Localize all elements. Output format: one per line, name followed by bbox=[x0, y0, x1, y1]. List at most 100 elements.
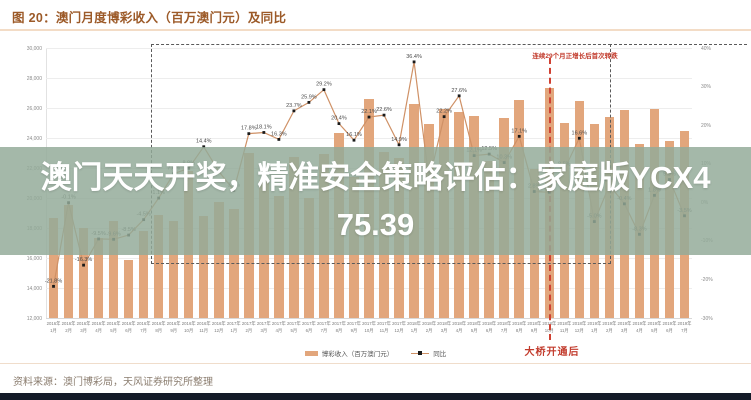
x-tick-year: 2017年 bbox=[226, 321, 241, 326]
line-marker-swatch-icon bbox=[411, 351, 430, 356]
left-tick-label: 24,000 bbox=[26, 135, 42, 142]
x-tick-year: 2016年 bbox=[136, 321, 151, 326]
x-tick-year: 2019年 bbox=[662, 321, 677, 326]
x-tick-month: 2月 bbox=[65, 328, 72, 333]
x-tick-year: 2019年 bbox=[602, 321, 617, 326]
x-tick-month: 10月 bbox=[364, 328, 374, 333]
legend-item-revenue: 博彩收入（百万澳门元） bbox=[304, 348, 393, 358]
x-tick-year: 2017年 bbox=[362, 321, 376, 326]
x-tick-year: 2017年 bbox=[316, 321, 331, 326]
x-tick-month: 6月 bbox=[485, 328, 493, 333]
x-tick-year: 2018年 bbox=[542, 321, 557, 326]
x-tick-month: 10月 bbox=[184, 328, 194, 333]
x-tick-year: 2016年 bbox=[121, 321, 136, 326]
revenue-bar bbox=[214, 201, 224, 318]
x-tick-month: 11月 bbox=[199, 328, 209, 333]
x-tick-month: 6月 bbox=[305, 328, 313, 333]
gridline bbox=[46, 78, 692, 79]
x-tick-month: 8月 bbox=[335, 328, 343, 333]
x-tick-year: 2018年 bbox=[527, 321, 542, 326]
legend-yoy-label: 同比 bbox=[433, 351, 447, 358]
svg-text:22.1%: 22.1% bbox=[361, 109, 377, 115]
x-tick-month: 9月 bbox=[170, 328, 178, 333]
x-tick-month: 4月 bbox=[275, 328, 283, 333]
svg-text:14.9%: 14.9% bbox=[391, 137, 407, 143]
x-tick-year: 2017年 bbox=[271, 321, 286, 326]
svg-text:17.1%: 17.1% bbox=[511, 128, 527, 134]
x-tick-year: 2018年 bbox=[422, 321, 436, 326]
svg-text:25.9%: 25.9% bbox=[301, 94, 317, 100]
chart-title: 图 20：澳门月度博彩收入（百万澳门元）及同比 bbox=[12, 11, 287, 25]
x-tick-year: 2016年 bbox=[46, 321, 61, 326]
svg-text:-16.3%: -16.3% bbox=[75, 257, 93, 263]
x-tick-year: 2017年 bbox=[392, 321, 406, 326]
x-tick-year: 2018年 bbox=[512, 321, 527, 326]
x-tick-month: 7月 bbox=[681, 328, 688, 333]
x-tick-month: 7月 bbox=[320, 328, 328, 333]
left-tick-label: 16,000 bbox=[26, 255, 42, 262]
gridline bbox=[46, 318, 692, 319]
svg-text:18.1%: 18.1% bbox=[256, 124, 272, 130]
x-tick-year: 2017年 bbox=[256, 321, 271, 326]
x-tick-month: 3月 bbox=[621, 328, 628, 333]
x-tick-year: 2018年 bbox=[437, 321, 452, 326]
x-tick-month: 6月 bbox=[666, 328, 673, 333]
x-tick-month: 1月 bbox=[591, 328, 598, 333]
x-tick-month: 1月 bbox=[50, 328, 57, 333]
gridline bbox=[46, 48, 692, 49]
x-tick-year: 2019年 bbox=[587, 321, 602, 326]
x-tick-year: 2017年 bbox=[377, 321, 391, 326]
x-tick-month: 5月 bbox=[651, 328, 658, 333]
svg-text:22.6%: 22.6% bbox=[376, 107, 392, 113]
x-tick-month: 2月 bbox=[245, 328, 253, 333]
x-tick-year: 2018年 bbox=[407, 321, 421, 326]
left-tick-label: 28,000 bbox=[26, 75, 42, 82]
watermark-text: 澳门天天开奖，精准安全策略评估：家庭版YCX475.39 bbox=[40, 160, 711, 242]
revenue-bar bbox=[93, 238, 104, 318]
x-tick-year: 2018年 bbox=[467, 321, 482, 326]
x-tick-month: 1月 bbox=[410, 328, 418, 333]
svg-text:22.2%: 22.2% bbox=[436, 109, 452, 115]
x-tick-year: 2017年 bbox=[332, 321, 346, 326]
x-tick-year: 2019年 bbox=[647, 321, 662, 326]
right-tick-label: 30% bbox=[701, 84, 712, 91]
svg-text:16.6%: 16.6% bbox=[572, 130, 588, 136]
svg-text:16.3%: 16.3% bbox=[271, 131, 287, 137]
x-tick-year: 2016年 bbox=[151, 321, 166, 326]
svg-text:16.1%: 16.1% bbox=[346, 132, 362, 138]
right-tick-label: -20% bbox=[701, 276, 713, 283]
x-tick-month: 5月 bbox=[470, 328, 478, 333]
x-tick-month: 8月 bbox=[515, 328, 523, 333]
svg-text:36.4%: 36.4% bbox=[406, 54, 422, 60]
revenue-bar bbox=[168, 221, 179, 318]
x-tick-month: 12月 bbox=[214, 328, 224, 333]
left-tick-label: 26,000 bbox=[26, 105, 42, 112]
x-tick-year: 2016年 bbox=[211, 321, 226, 326]
x-tick-month: 11月 bbox=[379, 328, 389, 333]
x-tick-month: 7月 bbox=[140, 328, 147, 333]
x-tick-month: 10月 bbox=[544, 328, 554, 333]
x-tick-year: 2016年 bbox=[196, 321, 211, 326]
right-tick-label: -30% bbox=[701, 315, 713, 322]
x-tick-month: 12月 bbox=[394, 328, 404, 333]
x-tick-month: 3月 bbox=[440, 328, 448, 333]
svg-text:-21.8%: -21.8% bbox=[45, 278, 63, 284]
x-tick-year: 2016年 bbox=[91, 321, 106, 326]
revenue-bar bbox=[274, 195, 284, 318]
svg-text:23.7%: 23.7% bbox=[286, 103, 302, 109]
x-tick-year: 2019年 bbox=[632, 321, 647, 326]
left-tick-label: 30,000 bbox=[26, 45, 42, 52]
x-tick-month: 5月 bbox=[290, 328, 298, 333]
left-tick-label: 14,000 bbox=[26, 285, 42, 292]
svg-text:14.4%: 14.4% bbox=[196, 139, 212, 145]
right-tick-label: 40% bbox=[701, 45, 712, 52]
x-tick-month: 3月 bbox=[260, 328, 268, 333]
revenue-bar bbox=[108, 221, 119, 318]
x-tick-year: 2018年 bbox=[452, 321, 467, 326]
x-tick-month: 11月 bbox=[559, 328, 569, 333]
x-tick-month: 9月 bbox=[530, 328, 538, 333]
svg-text:20.4%: 20.4% bbox=[331, 116, 347, 122]
svg-text:17.8%: 17.8% bbox=[241, 126, 257, 132]
revenue-bar bbox=[198, 216, 209, 318]
revenue-bar bbox=[138, 231, 149, 318]
